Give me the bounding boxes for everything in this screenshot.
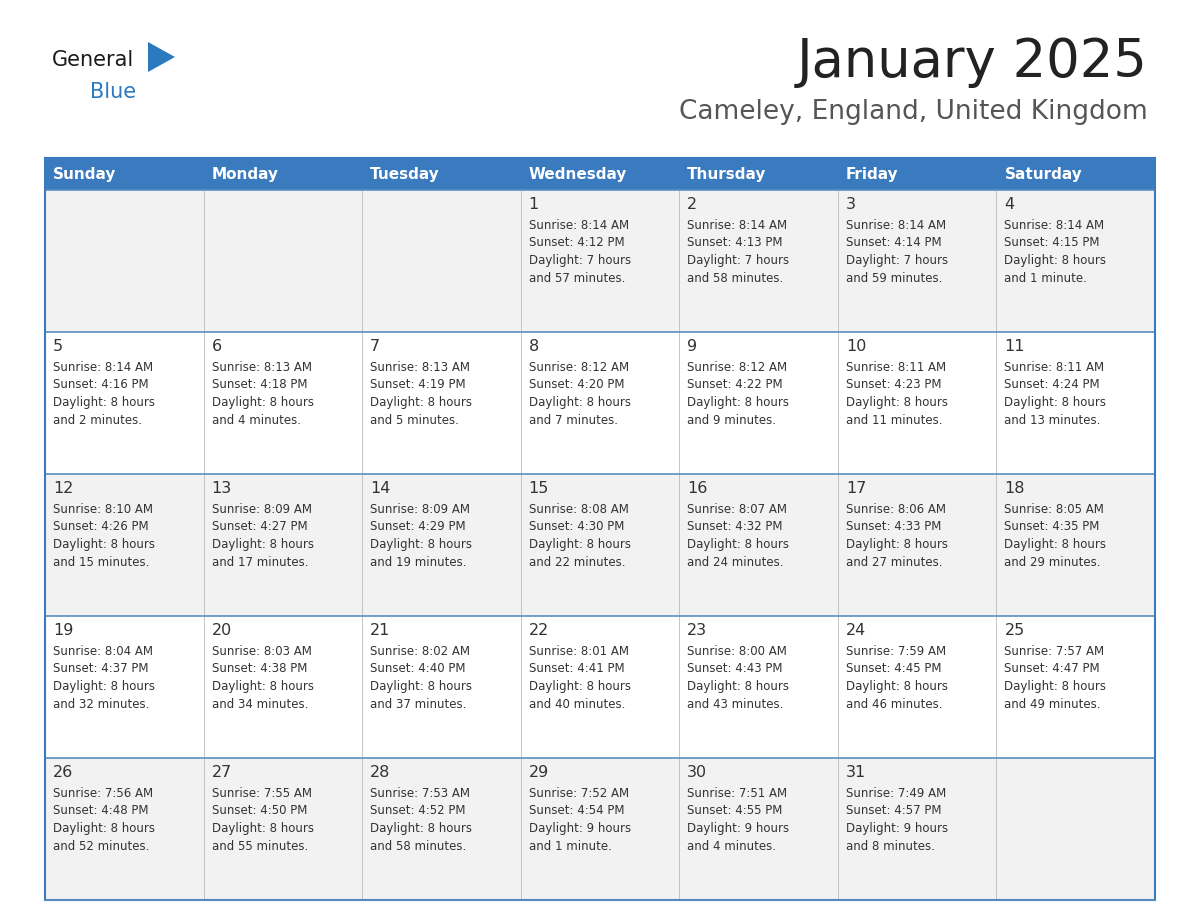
Text: Sunrise: 8:02 AM
Sunset: 4:40 PM
Daylight: 8 hours
and 37 minutes.: Sunrise: 8:02 AM Sunset: 4:40 PM Dayligh…: [371, 645, 472, 711]
Text: 1: 1: [529, 197, 539, 212]
Text: Sunrise: 8:06 AM
Sunset: 4:33 PM
Daylight: 8 hours
and 27 minutes.: Sunrise: 8:06 AM Sunset: 4:33 PM Dayligh…: [846, 503, 948, 568]
Text: Sunrise: 8:14 AM
Sunset: 4:15 PM
Daylight: 8 hours
and 1 minute.: Sunrise: 8:14 AM Sunset: 4:15 PM Dayligh…: [1004, 219, 1106, 285]
Text: 23: 23: [688, 623, 707, 638]
Text: Sunrise: 8:14 AM
Sunset: 4:12 PM
Daylight: 7 hours
and 57 minutes.: Sunrise: 8:14 AM Sunset: 4:12 PM Dayligh…: [529, 219, 631, 285]
Text: Sunrise: 8:09 AM
Sunset: 4:29 PM
Daylight: 8 hours
and 19 minutes.: Sunrise: 8:09 AM Sunset: 4:29 PM Dayligh…: [371, 503, 472, 568]
Text: Sunrise: 8:10 AM
Sunset: 4:26 PM
Daylight: 8 hours
and 15 minutes.: Sunrise: 8:10 AM Sunset: 4:26 PM Dayligh…: [53, 503, 154, 568]
Text: Sunrise: 8:13 AM
Sunset: 4:18 PM
Daylight: 8 hours
and 4 minutes.: Sunrise: 8:13 AM Sunset: 4:18 PM Dayligh…: [211, 361, 314, 427]
Text: Sunrise: 8:11 AM
Sunset: 4:24 PM
Daylight: 8 hours
and 13 minutes.: Sunrise: 8:11 AM Sunset: 4:24 PM Dayligh…: [1004, 361, 1106, 427]
Text: Sunrise: 8:14 AM
Sunset: 4:16 PM
Daylight: 8 hours
and 2 minutes.: Sunrise: 8:14 AM Sunset: 4:16 PM Dayligh…: [53, 361, 154, 427]
FancyBboxPatch shape: [45, 190, 1155, 332]
Text: Monday: Monday: [211, 166, 278, 182]
Text: Sunrise: 7:51 AM
Sunset: 4:55 PM
Daylight: 9 hours
and 4 minutes.: Sunrise: 7:51 AM Sunset: 4:55 PM Dayligh…: [688, 787, 789, 853]
Text: 15: 15: [529, 481, 549, 496]
Text: 5: 5: [53, 339, 63, 354]
Text: Blue: Blue: [90, 82, 137, 102]
Text: Wednesday: Wednesday: [529, 166, 627, 182]
Text: Sunrise: 8:05 AM
Sunset: 4:35 PM
Daylight: 8 hours
and 29 minutes.: Sunrise: 8:05 AM Sunset: 4:35 PM Dayligh…: [1004, 503, 1106, 568]
FancyBboxPatch shape: [45, 332, 1155, 474]
Text: Sunrise: 8:09 AM
Sunset: 4:27 PM
Daylight: 8 hours
and 17 minutes.: Sunrise: 8:09 AM Sunset: 4:27 PM Dayligh…: [211, 503, 314, 568]
Text: 26: 26: [53, 765, 74, 780]
FancyBboxPatch shape: [997, 158, 1155, 190]
Text: Sunrise: 7:49 AM
Sunset: 4:57 PM
Daylight: 9 hours
and 8 minutes.: Sunrise: 7:49 AM Sunset: 4:57 PM Dayligh…: [846, 787, 948, 853]
Text: Saturday: Saturday: [1004, 166, 1082, 182]
Text: Thursday: Thursday: [688, 166, 766, 182]
Text: Sunrise: 8:07 AM
Sunset: 4:32 PM
Daylight: 8 hours
and 24 minutes.: Sunrise: 8:07 AM Sunset: 4:32 PM Dayligh…: [688, 503, 789, 568]
FancyBboxPatch shape: [680, 158, 838, 190]
Text: Tuesday: Tuesday: [371, 166, 440, 182]
Text: Sunrise: 7:57 AM
Sunset: 4:47 PM
Daylight: 8 hours
and 49 minutes.: Sunrise: 7:57 AM Sunset: 4:47 PM Dayligh…: [1004, 645, 1106, 711]
Text: 20: 20: [211, 623, 232, 638]
Text: Sunrise: 8:01 AM
Sunset: 4:41 PM
Daylight: 8 hours
and 40 minutes.: Sunrise: 8:01 AM Sunset: 4:41 PM Dayligh…: [529, 645, 631, 711]
Polygon shape: [148, 42, 175, 72]
Text: Sunday: Sunday: [53, 166, 116, 182]
Text: 13: 13: [211, 481, 232, 496]
Text: 9: 9: [688, 339, 697, 354]
Text: 17: 17: [846, 481, 866, 496]
Text: 10: 10: [846, 339, 866, 354]
FancyBboxPatch shape: [45, 474, 1155, 616]
FancyBboxPatch shape: [520, 158, 680, 190]
Text: Sunrise: 7:55 AM
Sunset: 4:50 PM
Daylight: 8 hours
and 55 minutes.: Sunrise: 7:55 AM Sunset: 4:50 PM Dayligh…: [211, 787, 314, 853]
Text: Sunrise: 8:12 AM
Sunset: 4:20 PM
Daylight: 8 hours
and 7 minutes.: Sunrise: 8:12 AM Sunset: 4:20 PM Dayligh…: [529, 361, 631, 427]
Text: Sunrise: 7:56 AM
Sunset: 4:48 PM
Daylight: 8 hours
and 52 minutes.: Sunrise: 7:56 AM Sunset: 4:48 PM Dayligh…: [53, 787, 154, 853]
Text: Sunrise: 8:04 AM
Sunset: 4:37 PM
Daylight: 8 hours
and 32 minutes.: Sunrise: 8:04 AM Sunset: 4:37 PM Dayligh…: [53, 645, 154, 711]
Text: 29: 29: [529, 765, 549, 780]
Text: 14: 14: [371, 481, 391, 496]
Text: Sunrise: 8:03 AM
Sunset: 4:38 PM
Daylight: 8 hours
and 34 minutes.: Sunrise: 8:03 AM Sunset: 4:38 PM Dayligh…: [211, 645, 314, 711]
Text: January 2025: January 2025: [797, 36, 1148, 88]
Text: Sunrise: 7:52 AM
Sunset: 4:54 PM
Daylight: 9 hours
and 1 minute.: Sunrise: 7:52 AM Sunset: 4:54 PM Dayligh…: [529, 787, 631, 853]
Text: Sunrise: 8:14 AM
Sunset: 4:13 PM
Daylight: 7 hours
and 58 minutes.: Sunrise: 8:14 AM Sunset: 4:13 PM Dayligh…: [688, 219, 789, 285]
Text: Sunrise: 8:11 AM
Sunset: 4:23 PM
Daylight: 8 hours
and 11 minutes.: Sunrise: 8:11 AM Sunset: 4:23 PM Dayligh…: [846, 361, 948, 427]
Text: Cameley, England, United Kingdom: Cameley, England, United Kingdom: [680, 99, 1148, 125]
Text: Sunrise: 8:13 AM
Sunset: 4:19 PM
Daylight: 8 hours
and 5 minutes.: Sunrise: 8:13 AM Sunset: 4:19 PM Dayligh…: [371, 361, 472, 427]
FancyBboxPatch shape: [203, 158, 362, 190]
Text: Sunrise: 8:12 AM
Sunset: 4:22 PM
Daylight: 8 hours
and 9 minutes.: Sunrise: 8:12 AM Sunset: 4:22 PM Dayligh…: [688, 361, 789, 427]
Text: 25: 25: [1004, 623, 1025, 638]
Text: 16: 16: [688, 481, 708, 496]
Text: Sunrise: 8:14 AM
Sunset: 4:14 PM
Daylight: 7 hours
and 59 minutes.: Sunrise: 8:14 AM Sunset: 4:14 PM Dayligh…: [846, 219, 948, 285]
Text: Friday: Friday: [846, 166, 898, 182]
Text: 11: 11: [1004, 339, 1025, 354]
Text: 18: 18: [1004, 481, 1025, 496]
Text: 6: 6: [211, 339, 222, 354]
Text: 21: 21: [371, 623, 391, 638]
Text: 22: 22: [529, 623, 549, 638]
Text: 28: 28: [371, 765, 391, 780]
Text: 27: 27: [211, 765, 232, 780]
Text: Sunrise: 7:53 AM
Sunset: 4:52 PM
Daylight: 8 hours
and 58 minutes.: Sunrise: 7:53 AM Sunset: 4:52 PM Dayligh…: [371, 787, 472, 853]
Text: Sunrise: 7:59 AM
Sunset: 4:45 PM
Daylight: 8 hours
and 46 minutes.: Sunrise: 7:59 AM Sunset: 4:45 PM Dayligh…: [846, 645, 948, 711]
Text: 24: 24: [846, 623, 866, 638]
FancyBboxPatch shape: [45, 758, 1155, 900]
Text: 7: 7: [371, 339, 380, 354]
Text: 8: 8: [529, 339, 539, 354]
Text: 31: 31: [846, 765, 866, 780]
Text: Sunrise: 8:08 AM
Sunset: 4:30 PM
Daylight: 8 hours
and 22 minutes.: Sunrise: 8:08 AM Sunset: 4:30 PM Dayligh…: [529, 503, 631, 568]
FancyBboxPatch shape: [45, 158, 203, 190]
Text: 19: 19: [53, 623, 74, 638]
FancyBboxPatch shape: [838, 158, 997, 190]
Text: 12: 12: [53, 481, 74, 496]
FancyBboxPatch shape: [362, 158, 520, 190]
Text: 2: 2: [688, 197, 697, 212]
Text: 3: 3: [846, 197, 855, 212]
Text: General: General: [52, 50, 134, 70]
FancyBboxPatch shape: [45, 616, 1155, 758]
Text: Sunrise: 8:00 AM
Sunset: 4:43 PM
Daylight: 8 hours
and 43 minutes.: Sunrise: 8:00 AM Sunset: 4:43 PM Dayligh…: [688, 645, 789, 711]
Text: 4: 4: [1004, 197, 1015, 212]
Text: 30: 30: [688, 765, 707, 780]
